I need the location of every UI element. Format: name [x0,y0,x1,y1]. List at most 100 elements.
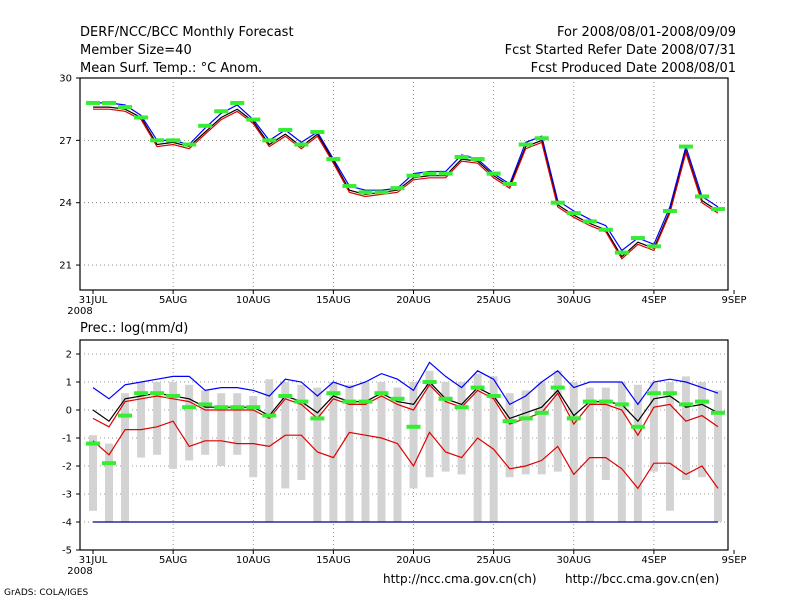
prec-observed-marker [438,396,453,401]
temp-observed-marker [454,154,469,159]
prec-observed-marker [358,399,373,404]
temp-x-tick-label: 5AUG [159,295,187,306]
ncc-url-link[interactable]: http://ncc.cma.gov.cn(ch) [383,572,537,586]
prec-spread-bar [649,382,658,472]
prec-spread-bar [153,382,162,455]
prec-spread-bar [393,387,402,522]
grads-credit: GrADS: COLA/IGES [4,588,89,598]
forecast-produced-date-label: Fcst Produced Date 2008/08/01 [530,61,736,76]
prec-observed-marker [198,402,213,407]
prec-observed-marker [534,410,549,415]
prec-observed-marker [662,391,677,396]
temp-observed-marker [646,244,661,249]
temp-observed-marker [502,182,517,186]
bcc-url-link[interactable]: http://bcc.cma.gov.cn(en) [565,572,720,586]
prec-spread-bar [537,382,546,475]
forecast-start-date-label: Fcst Started Refer Date 2008/07/31 [504,43,736,58]
prec-lower-line [92,420,719,490]
temp-ensemble-mean-line [93,106,719,258]
prec-observed-marker [502,419,517,424]
prec-spread-bar [297,384,306,480]
prec-y-tick-label: -1 [62,434,72,445]
prec-spread-bar [569,382,578,522]
prec-spread-bar [633,384,642,522]
prec-y-tick-label: 1 [66,378,72,389]
prec-observed-marker [614,402,629,407]
temp-observed-marker [550,200,565,205]
prec-spread-bar [553,370,562,472]
temperature-panel: 21 24 27 30 31JUL 5AUG 10AUG 15AUG 20AUG 25AUG 30A… [59,74,746,318]
prec-observed-marker [310,416,325,421]
prec-x-tick-label: 10AUG [236,555,271,566]
prec-observed-marker [566,416,581,421]
prec-observed-marker [422,380,437,384]
prec-observed-marker [102,461,117,466]
temp-observed-marker [470,157,485,162]
temp-observed-marker [246,117,261,122]
prec-x-tick-label: 30AUG [556,555,591,566]
prec-spread-bar [377,382,386,522]
temp-x-tick-label: 31JUL [79,295,108,306]
temp-observed-marker [310,130,325,135]
prec-observed-marker [646,391,661,396]
temp-observed-marker [326,157,341,162]
temp-observed-marker [422,171,437,176]
prec-spread-bar [425,370,434,478]
prec-observed-marker [486,394,501,398]
prec-spread-bar [169,382,178,469]
prec-spread-bar [585,387,594,522]
prec-ensemble-mean-line [92,381,719,423]
temp-observed-marker [342,184,357,189]
temp-observed-marker [262,138,277,143]
member-size-label: Member Size=40 [80,43,192,58]
temp-observed-marker [86,100,100,105]
prec-spread-bar [137,382,146,458]
temp-observed-marker [358,190,373,195]
prec-spread-bar [89,435,97,511]
forecast-period-label: For 2008/08/01-2008/09/09 [557,25,736,40]
temp-observed-marker [150,138,165,143]
prec-observed-marker [374,391,389,396]
prec-spread-bar [681,376,690,480]
temp-observed-marker [534,136,549,141]
prec-spread-bar [601,387,610,480]
prec-x-year-label: 2008 [67,566,92,577]
prec-spread-bar [714,390,722,522]
prec-observed-marker [150,391,165,396]
temp-observed-marker [614,250,629,255]
prec-spread-bar [617,382,626,522]
prec-y-tick-label: -4 [62,518,72,529]
temp-x-tick-label: 20AUG [396,295,431,306]
temp-observed-marker [278,127,293,132]
prec-observed-marker [518,416,533,421]
prec-observed-marker [294,399,309,404]
prec-observed-marker [166,394,181,398]
prec-spread-bar [409,382,418,489]
temp-x-tick-label: 10AUG [236,295,271,306]
temp-observed-marker [134,115,149,120]
prec-observed-marker [711,410,725,415]
temp-y-tick-label: 24 [59,198,72,209]
temp-y-tick-label: 21 [59,261,72,272]
temp-observed-marker [711,206,725,211]
temp-observed-marker [566,211,581,216]
prec-observed-marker [134,391,149,396]
prec-x-tick-label: 31JUL [79,555,108,566]
temp-x-tick-label: 25AUG [476,295,511,306]
prec-observed-marker [630,424,645,429]
prec-observed-marker [678,402,693,407]
temp-observed-marker [118,105,133,110]
prec-spread-bar [441,382,450,472]
prec-observed-marker [86,441,100,446]
prec-spread-bar [473,373,482,522]
prec-observed-marker [470,385,485,390]
prec-observed-marker [214,405,229,410]
temp-x-tick-label: 15AUG [316,295,351,306]
prec-plot-frame [79,339,729,551]
prec-spread-bar [457,382,466,475]
temp-x-year-label: 2008 [67,306,92,317]
prec-spread-bar [329,382,338,522]
prec-observed-marker [342,399,357,404]
temp-observed-marker [518,142,533,147]
prec-spread-bar [233,393,242,455]
